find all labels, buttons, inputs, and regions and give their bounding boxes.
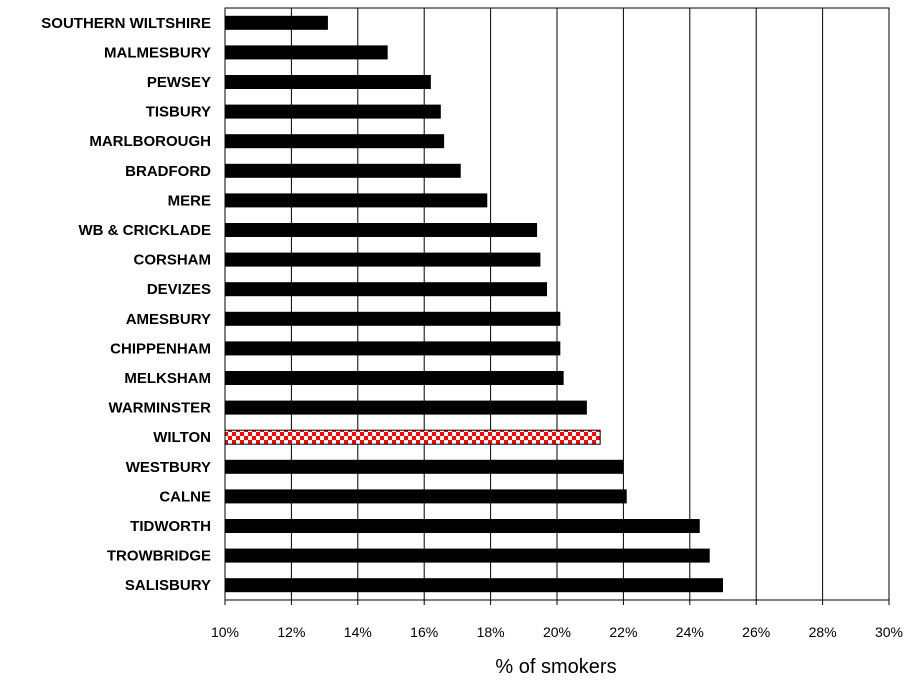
category-label: WILTON	[153, 429, 211, 446]
x-tick-label: 24%	[676, 624, 704, 640]
x-tick-label: 22%	[609, 624, 637, 640]
bar	[225, 15, 328, 30]
x-tick-label: 10%	[211, 624, 239, 640]
bar	[225, 104, 441, 119]
x-tick-label: 14%	[344, 624, 372, 640]
category-label: MERE	[168, 192, 211, 209]
category-label: DEVIZES	[147, 281, 211, 298]
bar	[225, 548, 710, 563]
category-label: TROWBRIDGE	[107, 548, 211, 565]
x-tick-label: 30%	[875, 624, 903, 640]
category-label: MALMESBURY	[104, 44, 211, 61]
category-label: CALNE	[159, 488, 211, 505]
gridlines	[224, 7, 890, 605]
category-label: PEWSEY	[147, 74, 211, 91]
category-labels: SOUTHERN WILTSHIRE MALMESBURY PEWSEY TISBUR…	[41, 15, 211, 594]
bar	[225, 45, 388, 60]
x-tick-label: 18%	[477, 624, 505, 640]
bar	[225, 134, 445, 149]
bar	[225, 252, 541, 267]
x-tick-label: 12%	[277, 624, 305, 640]
x-tick-labels: 10% 12% 14% 16% 18% 20% 22% 24% 26% 28% 30%	[211, 624, 903, 640]
bar	[225, 489, 627, 504]
category-label: CHIPPENHAM	[110, 340, 211, 357]
category-label: WB & CRICKLADE	[79, 222, 212, 239]
bar	[225, 371, 564, 385]
category-label: CORSHAM	[134, 252, 212, 269]
bar	[225, 163, 461, 178]
bar	[225, 75, 431, 89]
category-label: TISBURY	[146, 104, 211, 121]
category-label: MARLBOROUGH	[89, 133, 211, 150]
category-label: WESTBURY	[126, 459, 211, 476]
x-tick-label: 28%	[809, 624, 837, 640]
category-label: SALISBURY	[125, 577, 211, 594]
category-label: WARMINSTER	[109, 400, 212, 417]
bar	[225, 282, 548, 297]
bar	[225, 459, 624, 474]
bar-highlighted	[224, 429, 601, 445]
category-label: AMESBURY	[126, 311, 211, 328]
bar	[225, 193, 488, 208]
bar	[225, 311, 561, 326]
bar	[225, 578, 723, 593]
bars	[224, 15, 723, 593]
x-tick-label: 26%	[742, 624, 770, 640]
x-axis-title: % of smokers	[495, 656, 616, 678]
x-tick-label: 20%	[543, 624, 571, 640]
category-label: SOUTHERN WILTSHIRE	[41, 15, 211, 32]
bar	[225, 400, 587, 415]
category-label: TIDWORTH	[130, 518, 211, 535]
category-label: MELKSHAM	[124, 370, 211, 387]
bar	[225, 519, 700, 533]
bar	[225, 223, 538, 237]
category-label: BRADFORD	[125, 163, 211, 180]
x-tick-label: 16%	[410, 624, 438, 640]
bar	[225, 341, 561, 356]
